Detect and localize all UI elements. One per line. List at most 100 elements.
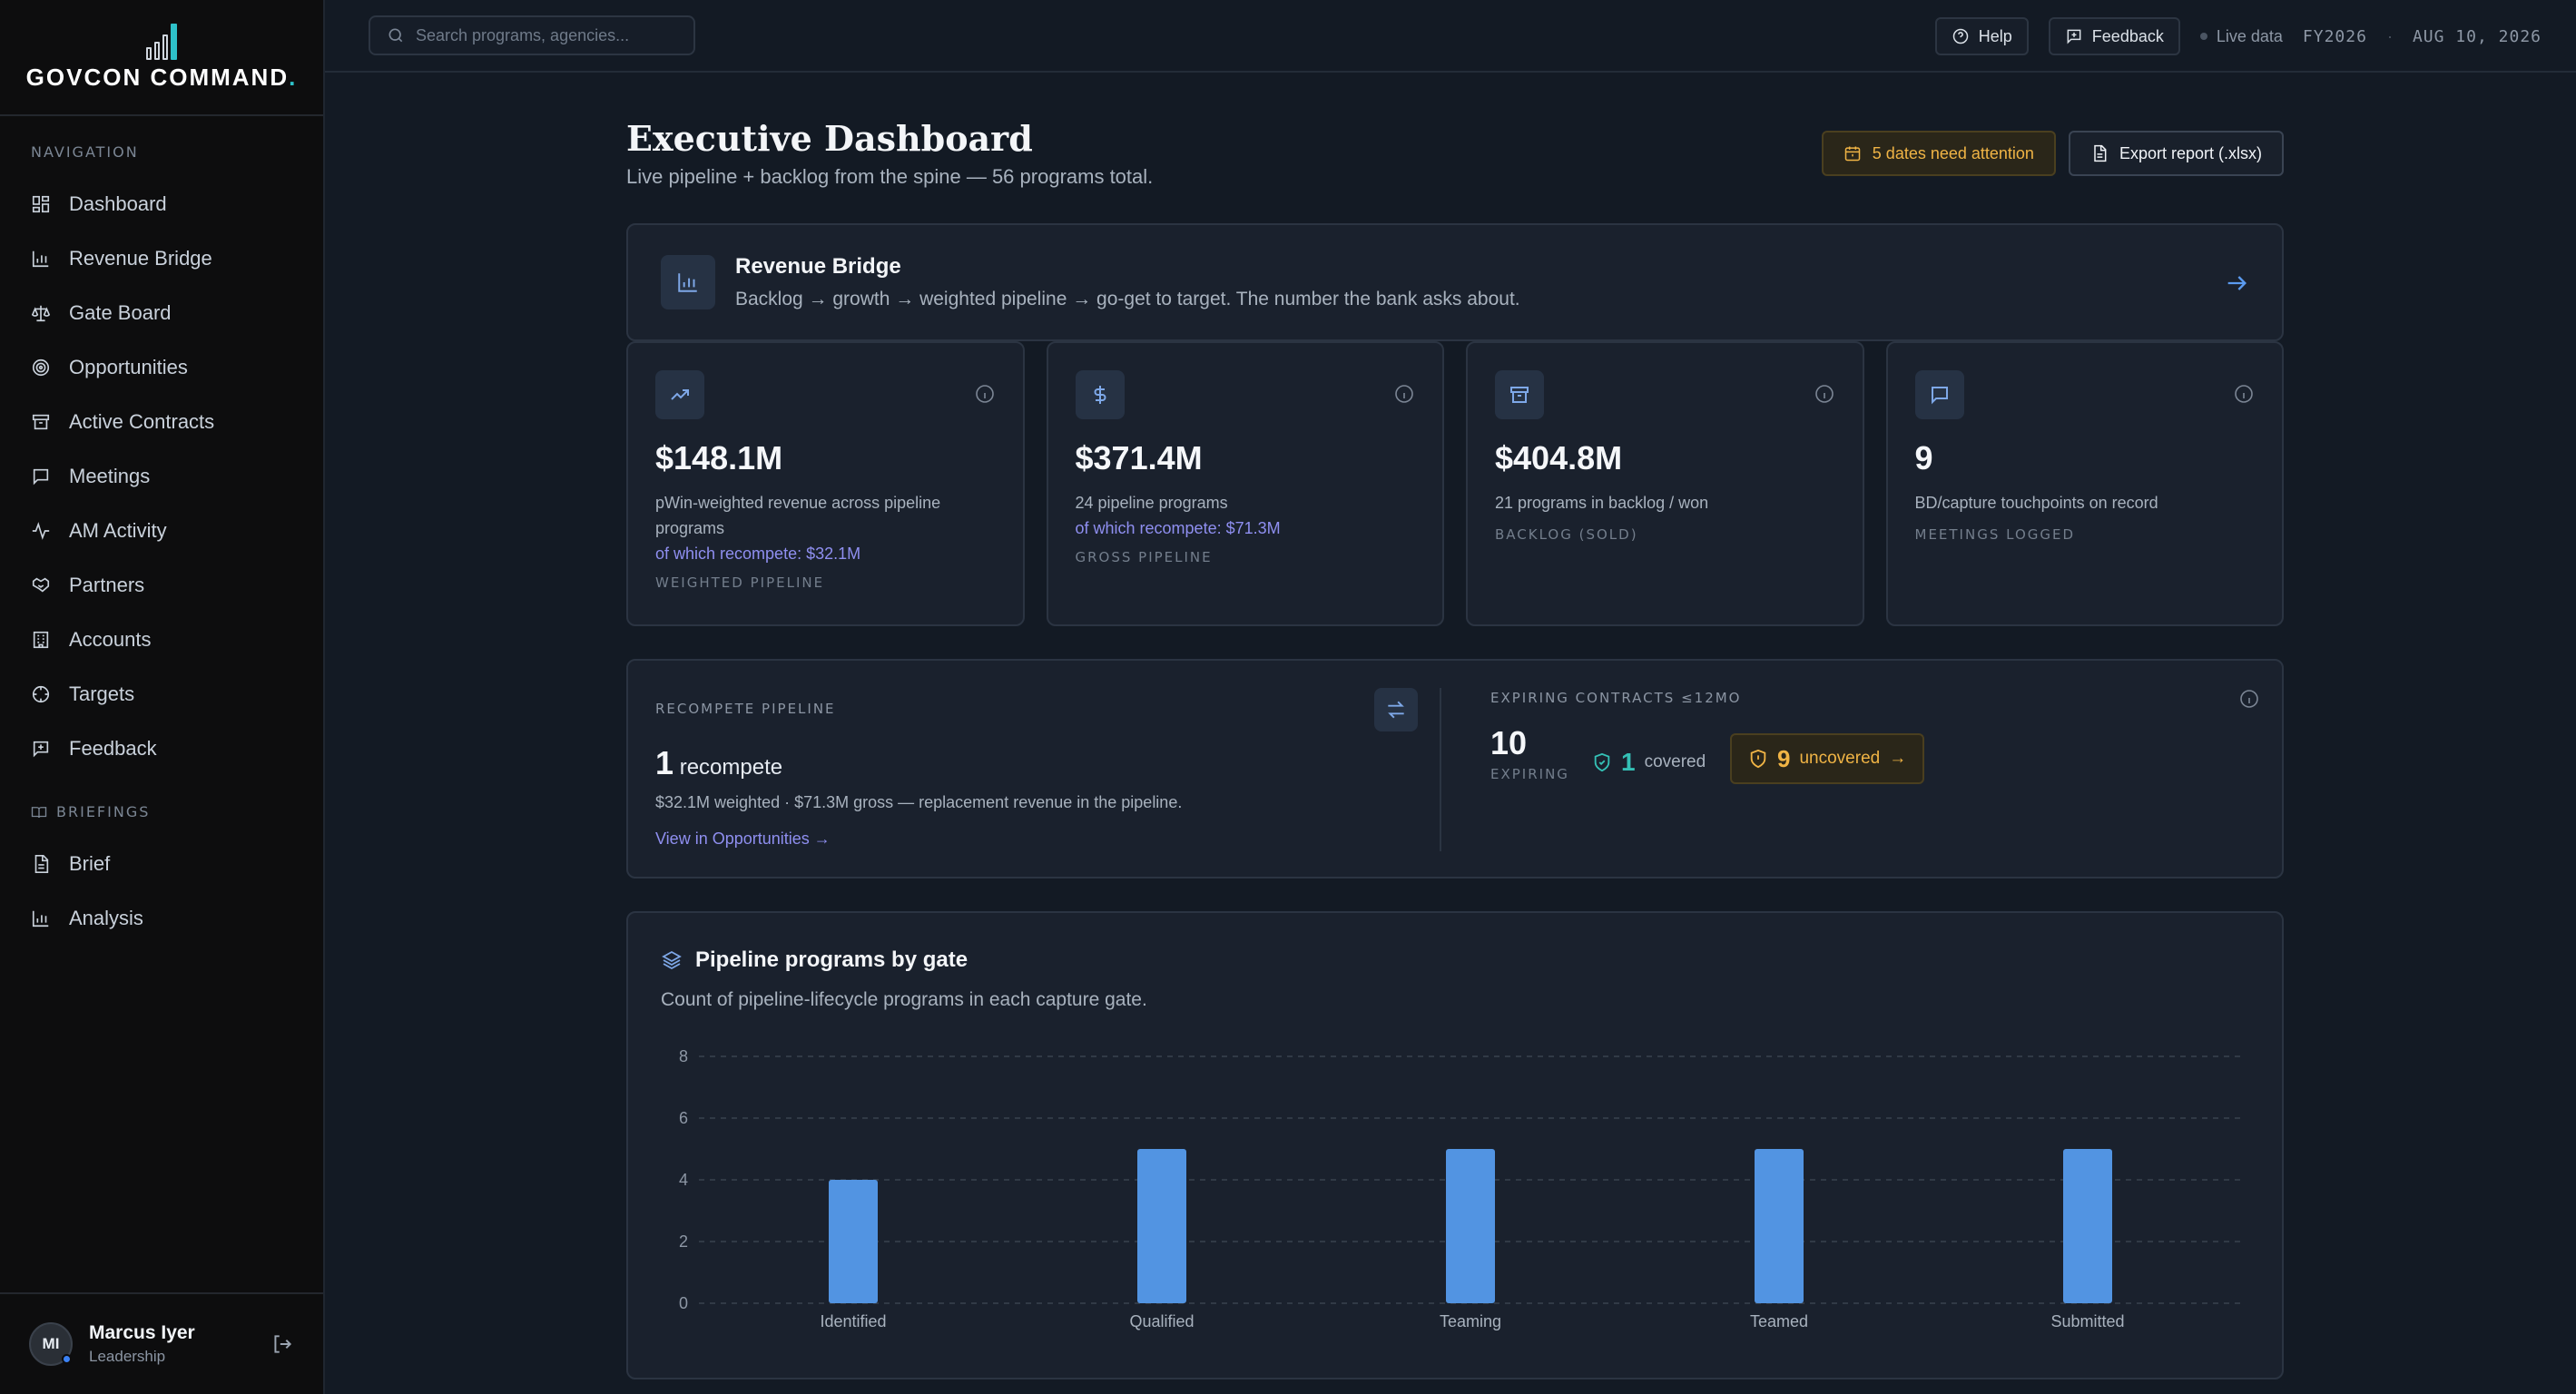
avatar[interactable]: MI [29, 1322, 73, 1366]
info-icon[interactable] [2233, 383, 2255, 405]
revenue-bridge-card[interactable]: Revenue Bridge Backlog → growth → weight… [626, 223, 2284, 341]
arrow-right-icon[interactable] [2224, 270, 2249, 296]
sidebar-item-targets[interactable]: Targets [0, 667, 323, 722]
y-tick-label: 2 [679, 1232, 688, 1251]
online-indicator [62, 1354, 72, 1364]
kpi-card-weighted-pipeline[interactable]: $148.1M pWin-weighted revenue across pip… [626, 341, 1025, 626]
sidebar-item-dashboard[interactable]: Dashboard [0, 177, 323, 231]
x-tick-label: Submitted [2050, 1312, 2124, 1330]
kpi-value: 9 [1914, 439, 1933, 476]
sidebar-item-am-activity[interactable]: AM Activity [0, 504, 323, 558]
document-icon [2094, 144, 2107, 162]
sidebar-item-label: Partners [69, 574, 145, 596]
main-area: Help Feedback Live data FY2026 · AUG 10,… [325, 0, 2576, 1394]
current-date: AUG 10, 2026 [2412, 26, 2542, 46]
pipeline-by-gate-chart-card: Pipeline programs by gate Count of pipel… [626, 911, 2284, 1379]
bar-chart: 0 2 4 6 8 Identified Qualified Teaming Teamed Sub… [679, 1047, 2242, 1330]
activity-icon [32, 522, 50, 540]
dates-attention-button[interactable]: 5 dates need attention [1821, 131, 2056, 176]
document-icon [34, 855, 49, 873]
bar-chart-icon [32, 910, 49, 928]
kpi-row: $148.1M pWin-weighted revenue across pip… [626, 341, 2284, 626]
view-opportunities-link[interactable]: View in Opportunities → [655, 830, 831, 848]
x-tick-label: Teamed [1750, 1312, 1808, 1330]
info-icon[interactable] [2238, 688, 2260, 710]
sidebar-item-partners[interactable]: Partners [0, 558, 323, 613]
search-box[interactable] [369, 15, 695, 55]
x-tick-label: Identified [820, 1312, 886, 1330]
crosshair-icon [32, 685, 50, 703]
logout-icon[interactable] [270, 1332, 294, 1356]
bridge-title: Revenue Bridge [735, 254, 901, 279]
recompete-detail: $32.1M weighted · $71.3M gross — replace… [655, 793, 1183, 811]
expiring-label: EXPIRING [1490, 766, 1569, 782]
grid-icon [32, 195, 50, 213]
page-subtitle: Live pipeline + backlog from the spine —… [626, 165, 1154, 188]
export-report-button[interactable]: Export report (.xlsx) [2068, 131, 2284, 176]
kpi-label: GROSS PIPELINE [1075, 549, 1213, 565]
sidebar-item-gate-board[interactable]: Gate Board [0, 286, 323, 340]
chat-icon [33, 468, 49, 486]
expiring-count: 10 [1490, 724, 1528, 761]
recompete-section: RECOMPETE PIPELINE 1 recompete $32.1M we… [655, 661, 1418, 879]
kpi-description: 21 programs in backlog / won [1495, 494, 1709, 512]
sidebar-item-opportunities[interactable]: Opportunities [0, 340, 323, 395]
info-icon[interactable] [1814, 383, 1835, 405]
y-tick-label: 0 [679, 1294, 688, 1312]
info-icon[interactable] [974, 383, 996, 405]
swap-icon[interactable] [1374, 688, 1418, 731]
sidebar-item-meetings[interactable]: Meetings [0, 449, 323, 504]
sidebar-item-label: Brief [69, 852, 111, 875]
sidebar-item-analysis[interactable]: Analysis [0, 891, 323, 946]
kpi-card-backlog[interactable]: $404.8M 21 programs in backlog / won BAC… [1466, 341, 1864, 626]
bar-qualified [1137, 1149, 1186, 1303]
scale-icon [31, 305, 51, 322]
dollar-icon [1075, 370, 1125, 419]
recompete-title: RECOMPETE PIPELINE [655, 701, 836, 717]
bridge-description: Backlog → growth → weighted pipeline → g… [735, 289, 1520, 309]
sidebar-item-label: Meetings [69, 465, 151, 487]
sidebar-item-label: Opportunities [69, 356, 188, 378]
sidebar-item-label: Feedback [69, 737, 157, 760]
user-role: Leadership [89, 1348, 166, 1365]
kpi-description: 24 pipeline programs [1075, 494, 1228, 512]
kpi-value: $371.4M [1075, 439, 1203, 476]
sidebar-item-active-contracts[interactable]: Active Contracts [0, 395, 323, 449]
y-tick-label: 8 [679, 1047, 688, 1065]
divider [1440, 688, 1441, 851]
bar-identified [829, 1180, 878, 1303]
chart-title: Pipeline programs by gate [695, 947, 968, 972]
help-button[interactable]: Help [1934, 17, 2029, 55]
sidebar-item-label: Dashboard [69, 192, 167, 215]
archive-icon [1495, 370, 1544, 419]
archive-icon [32, 414, 50, 430]
kpi-recompete-note: of which recompete: $32.1M [655, 545, 861, 563]
recompete-expiring-card: RECOMPETE PIPELINE 1 recompete $32.1M we… [626, 659, 2284, 879]
search-input[interactable] [416, 25, 670, 45]
uncovered-button[interactable]: 9 uncovered → [1730, 733, 1925, 784]
sidebar-item-brief[interactable]: Brief [0, 837, 323, 891]
bar-chart-icon [32, 250, 49, 268]
target-icon [32, 358, 50, 377]
briefings-section-title: BRIEFINGS [0, 803, 323, 820]
sidebar-item-accounts[interactable]: Accounts [0, 613, 323, 667]
x-tick-label: Qualified [1129, 1312, 1194, 1330]
page-header: Executive Dashboard Live pipeline + back… [626, 73, 2284, 223]
trend-up-icon [655, 370, 704, 419]
bar-submitted [2063, 1149, 2112, 1303]
recompete-count: 1 recompete [655, 744, 783, 781]
sidebar-item-feedback[interactable]: Feedback [0, 722, 323, 776]
kpi-card-gross-pipeline[interactable]: $371.4M 24 pipeline programs of which re… [1046, 341, 1444, 626]
sidebar-item-label: Gate Board [69, 301, 172, 324]
search-icon [388, 28, 403, 43]
kpi-card-meetings[interactable]: 9 BD/capture touchpoints on record MEETI… [1885, 341, 2284, 626]
feedback-button[interactable]: Feedback [2048, 17, 2180, 55]
expiring-section: EXPIRING CONTRACTS ≤12MO 10 EXPIRING 1 c… [1490, 661, 2260, 879]
info-icon[interactable] [1393, 383, 1415, 405]
user-profile: MI Marcus Iyer Leadership [0, 1292, 323, 1394]
kpi-description: BD/capture touchpoints on record [1914, 494, 2158, 512]
sidebar-item-revenue-bridge[interactable]: Revenue Bridge [0, 231, 323, 286]
separator: · [2386, 26, 2393, 45]
kpi-description: pWin-weighted revenue across pipeline pr… [655, 494, 941, 537]
brand-logo[interactable]: GOVCON COMMAND. [0, 0, 323, 116]
